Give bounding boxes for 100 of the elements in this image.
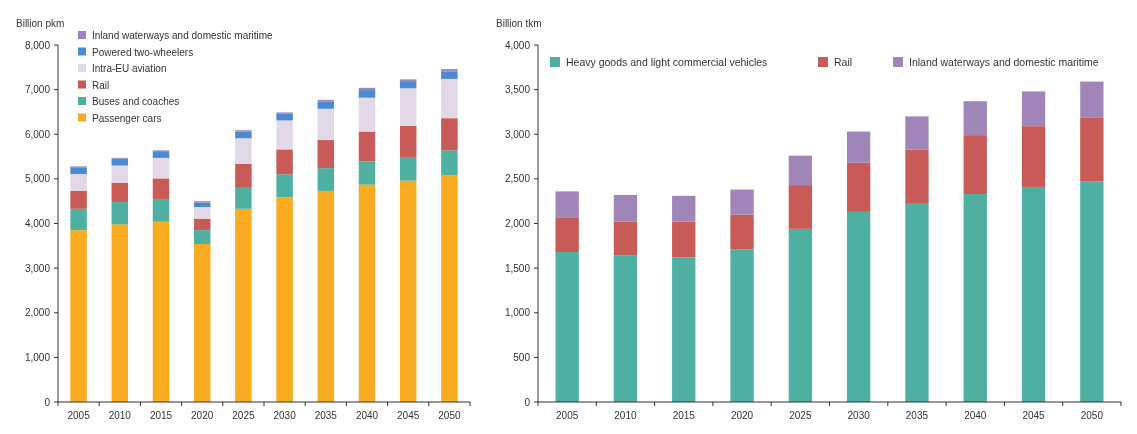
y-axis-title: Billion pkm <box>16 18 65 29</box>
y-tick-label: 1,500 <box>504 262 531 274</box>
x-tick-label: 2040 <box>355 410 379 421</box>
legend-label: Buses and coaches <box>92 96 180 107</box>
bar <box>846 211 871 402</box>
bar <box>963 101 987 136</box>
y-tick-label: 8,000 <box>24 39 51 51</box>
y-tick-label: 7,000 <box>24 84 51 96</box>
bar <box>235 131 252 139</box>
bar <box>276 197 293 402</box>
bar <box>70 173 87 191</box>
bar <box>399 81 417 89</box>
x-tick-label: 2050 <box>438 410 461 421</box>
bar <box>672 257 696 402</box>
bar <box>70 230 87 402</box>
y-tick-label: 6,000 <box>24 128 51 140</box>
bar <box>193 218 211 231</box>
bar <box>963 194 987 402</box>
bar <box>788 228 813 402</box>
legend-label: Rail <box>834 56 853 68</box>
y-tick-label: 3,000 <box>504 128 531 140</box>
x-tick-label: 2035 <box>314 410 338 421</box>
y-tick-label: 4,000 <box>504 39 531 51</box>
bar <box>399 88 417 126</box>
y-tick-label: 2,000 <box>504 218 531 229</box>
bar <box>730 249 754 402</box>
x-tick-label: 2025 <box>232 410 255 421</box>
x-tick-label: 2050 <box>1080 410 1104 421</box>
bar <box>111 165 129 183</box>
bar <box>1021 186 1046 402</box>
x-tick-label: 2025 <box>789 410 812 421</box>
x-tick-label: 2035 <box>905 410 929 421</box>
bar <box>152 221 170 402</box>
bar <box>317 168 335 191</box>
y-tick-label: 4,000 <box>24 218 51 229</box>
bar <box>905 116 929 150</box>
bar <box>788 155 813 186</box>
bar <box>441 175 458 402</box>
bar <box>1080 117 1104 182</box>
bar <box>1021 126 1046 187</box>
bar <box>963 135 987 195</box>
bar <box>317 108 335 141</box>
y-tick-label: 1,000 <box>504 307 531 319</box>
bar <box>846 131 871 163</box>
bar <box>1021 91 1046 127</box>
bar <box>788 185 813 229</box>
bar <box>235 138 252 164</box>
bar <box>441 150 458 176</box>
x-tick-label: 2015 <box>672 410 696 421</box>
bar <box>399 157 417 181</box>
x-tick-label: 2030 <box>273 410 297 421</box>
x-tick-label: 2020 <box>730 410 754 421</box>
y-tick-label: 0 <box>524 396 531 408</box>
bar <box>358 161 376 185</box>
bar <box>276 174 293 198</box>
bar <box>672 195 696 222</box>
bar <box>70 190 87 209</box>
bar <box>276 120 293 150</box>
y-tick-label: 3,000 <box>24 262 51 274</box>
bar <box>441 69 458 72</box>
bar <box>111 224 129 402</box>
bar <box>613 221 638 256</box>
bar <box>730 214 754 250</box>
bar <box>905 149 929 203</box>
bar <box>613 194 638 222</box>
bar <box>358 97 376 132</box>
bar <box>441 78 458 119</box>
y-tick-label: 3,500 <box>504 84 531 96</box>
bar <box>399 180 417 402</box>
bar <box>111 202 129 225</box>
bar <box>317 101 335 109</box>
bar <box>613 255 638 402</box>
bar <box>1080 81 1104 118</box>
legend-label: Intra-EU aviation <box>92 63 167 74</box>
bar <box>276 149 293 175</box>
x-tick-label: 2010 <box>108 410 132 421</box>
bar <box>358 90 376 98</box>
legend-label: Rail <box>92 79 110 91</box>
bar <box>235 208 252 402</box>
bar <box>193 230 211 245</box>
x-tick-label: 2005 <box>556 410 579 421</box>
bar <box>193 244 211 402</box>
x-tick-label: 2030 <box>847 410 871 421</box>
y-axis-title: Billion tkm <box>496 18 542 29</box>
bar <box>317 140 335 169</box>
bar <box>846 162 871 212</box>
bar <box>555 191 579 218</box>
legend-label: Passenger cars <box>92 112 162 124</box>
bar <box>152 151 170 158</box>
bar <box>441 118 458 151</box>
legend-label: Inland waterways and domestic maritime <box>92 30 274 41</box>
bar <box>1080 181 1104 402</box>
bar <box>235 163 252 188</box>
bar <box>235 187 252 209</box>
bar <box>358 184 376 402</box>
bar <box>70 167 87 174</box>
x-tick-label: 2045 <box>397 410 420 421</box>
bar <box>111 182 129 203</box>
y-tick-label: 2,000 <box>24 307 51 319</box>
bar <box>193 206 211 219</box>
